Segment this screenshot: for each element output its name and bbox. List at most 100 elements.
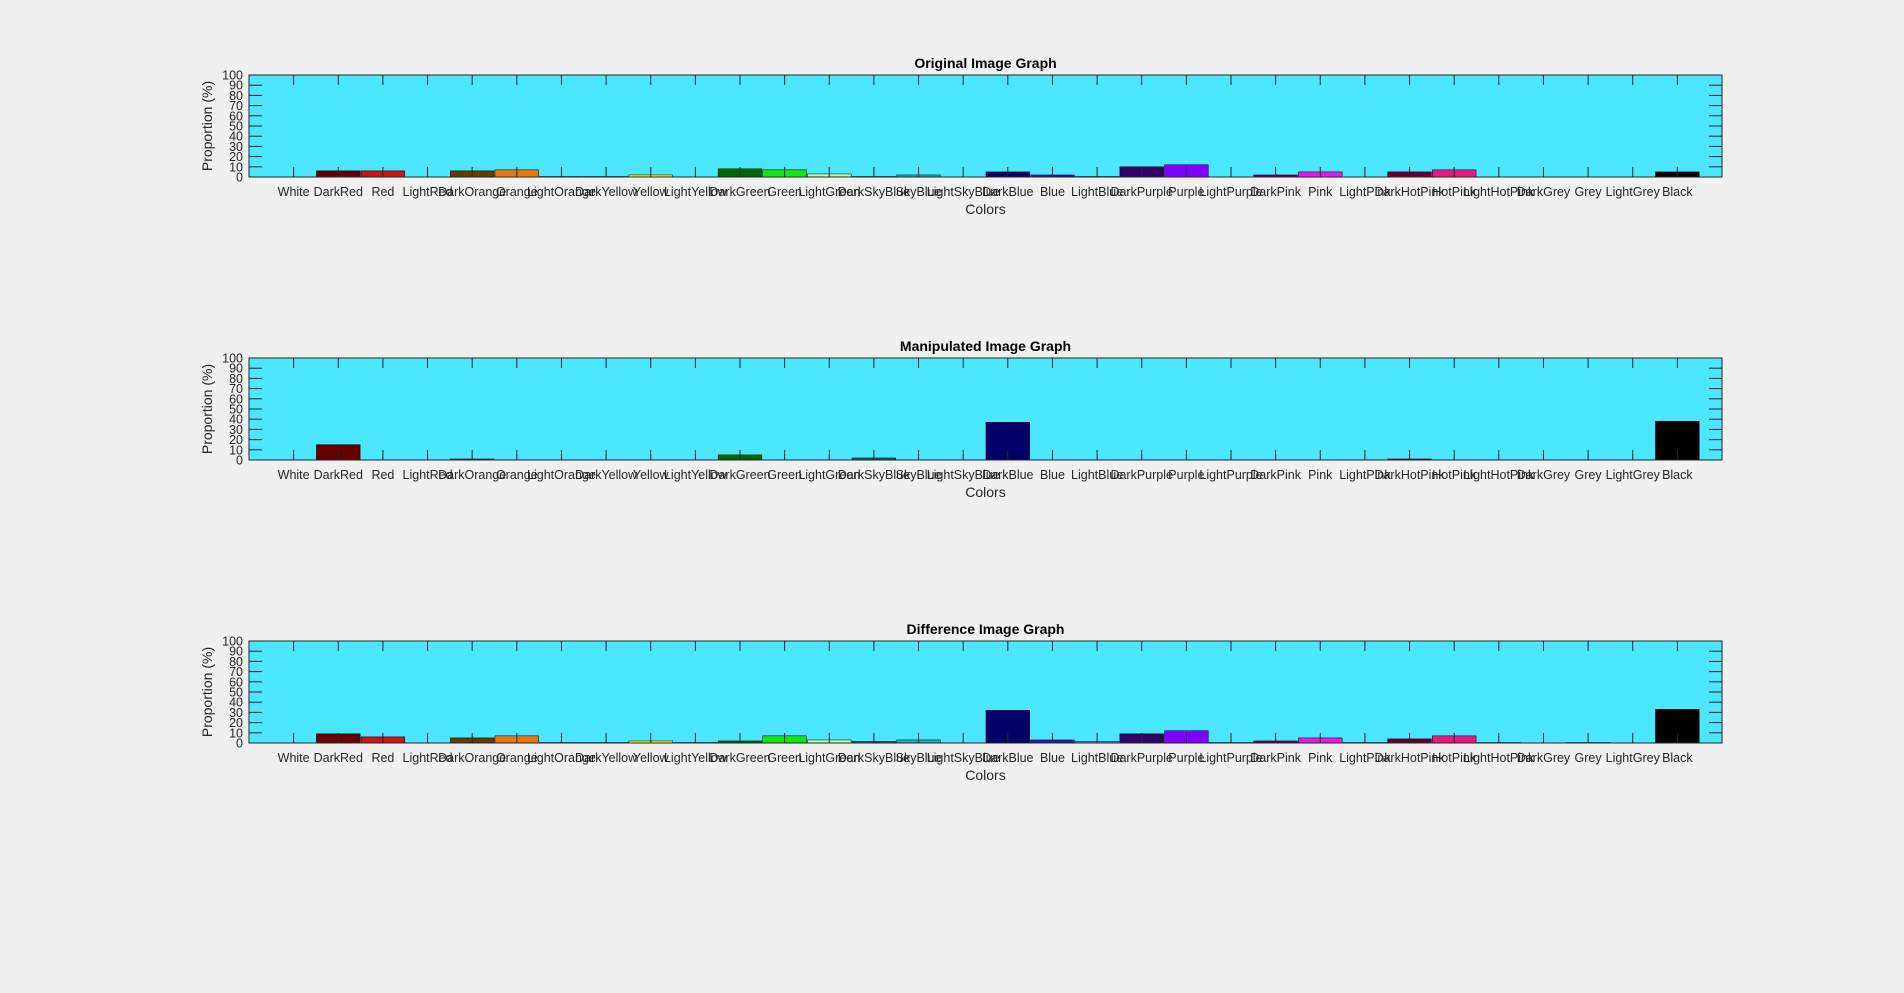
- x-tick-label: Black: [1662, 185, 1693, 199]
- y-tick-label: 50: [229, 120, 243, 134]
- y-tick-label: 60: [229, 392, 243, 406]
- y-tick-label: 80: [229, 655, 243, 669]
- x-tick-label: LightBlue: [1071, 468, 1123, 482]
- x-tick-label: Pink: [1308, 751, 1333, 765]
- x-tick-label: HotPink: [1432, 185, 1477, 199]
- y-tick-label: 30: [229, 140, 243, 154]
- x-tick-label: DarkGrey: [1517, 185, 1571, 199]
- x-tick-label: LightOrange: [527, 468, 596, 482]
- x-tick-label: DarkPurple: [1110, 185, 1173, 199]
- chart-panel-1: White DarkRed Red LightRedDarkOrangeOrangeL…: [199, 55, 1723, 217]
- x-tick-label: LightBlue: [1071, 185, 1123, 199]
- y-tick-label: 70: [229, 665, 243, 679]
- x-tick-label: LightSkyBlue: [927, 468, 1000, 482]
- chart-panel-3: White DarkRed Red LightRedDarkOrangeOrangeL…: [199, 621, 1723, 783]
- x-tick-label: LightGreen: [798, 468, 860, 482]
- x-tick-label: Green: [767, 185, 802, 199]
- y-tick-label: 90: [229, 362, 243, 376]
- y-tick-label: 10: [229, 443, 243, 457]
- y-tick-label: 0: [236, 737, 243, 751]
- x-tick-label: Blue: [1040, 468, 1065, 482]
- x-tick-label: Red: [371, 185, 394, 199]
- y-tick-label: 30: [229, 423, 243, 437]
- x-tick-label: DarkGreen: [709, 185, 770, 199]
- x-tick-label: DarkOrange: [438, 185, 506, 199]
- x-tick-label: Black: [1662, 751, 1693, 765]
- x-tick-label: Grey: [1575, 468, 1603, 482]
- x-tick-label: DarkHotPink: [1374, 751, 1445, 765]
- plot-area: [249, 358, 1722, 460]
- x-tick-label: LightPurple: [1199, 468, 1262, 482]
- y-tick-label: 80: [229, 372, 243, 386]
- x-tick-label: Grey: [1575, 185, 1603, 199]
- x-tick-label: LightRed: [403, 751, 453, 765]
- x-tick-label: Purple: [1168, 468, 1204, 482]
- x-tick-label: White: [278, 468, 310, 482]
- x-tick-label: DarkPink: [1250, 185, 1301, 199]
- y-tick-label: 100: [222, 69, 243, 83]
- x-axis-label: Colors: [965, 767, 1005, 783]
- x-tick-label: DarkRed: [314, 751, 363, 765]
- x-tick-label: DarkBlue: [982, 468, 1033, 482]
- x-tick-label: Yellow: [633, 468, 670, 482]
- x-tick-label: DarkGreen: [709, 468, 770, 482]
- x-tick-label: LightPurple: [1199, 751, 1262, 765]
- x-tick-label: Green: [767, 751, 802, 765]
- x-tick-label: DarkGrey: [1517, 751, 1571, 765]
- x-tick-label: DarkSkyBlue: [838, 751, 910, 765]
- x-tick-label: LightOrange: [527, 751, 596, 765]
- chart-panel-2: White DarkRed Red LightRedDarkOrangeOrangeL…: [199, 338, 1723, 500]
- chart-title: Difference Image Graph: [907, 621, 1065, 637]
- x-tick-label: Orange: [496, 468, 538, 482]
- x-tick-label: DarkGrey: [1517, 468, 1571, 482]
- x-tick-label: LightSkyBlue: [927, 185, 1000, 199]
- x-tick-label: DarkRed: [314, 468, 363, 482]
- y-tick-label: 70: [229, 382, 243, 396]
- x-tick-label: White: [278, 751, 310, 765]
- x-tick-label: Black: [1662, 468, 1693, 482]
- x-tick-label: LightGreen: [798, 751, 860, 765]
- y-tick-label: 90: [229, 79, 243, 93]
- x-tick-label: White: [278, 185, 310, 199]
- x-tick-label: Red: [371, 468, 394, 482]
- x-tick-label: Yellow: [633, 185, 670, 199]
- x-tick-label: DarkSkyBlue: [838, 468, 910, 482]
- x-tick-label: LightHotPink: [1463, 185, 1535, 199]
- x-tick-label: Orange: [496, 751, 538, 765]
- x-tick-label: Purple: [1168, 185, 1204, 199]
- x-tick-label: Orange: [496, 185, 538, 199]
- x-tick-label: LightBlue: [1071, 751, 1123, 765]
- x-tick-label: DarkOrange: [438, 468, 506, 482]
- x-tick-label: LightPink: [1339, 751, 1391, 765]
- x-tick-label: DarkPink: [1250, 751, 1301, 765]
- y-tick-label: 70: [229, 99, 243, 113]
- y-axis-label: Proportion (%): [199, 364, 215, 454]
- y-tick-label: 30: [229, 706, 243, 720]
- x-axis-label: Colors: [965, 484, 1005, 500]
- y-tick-label: 100: [222, 635, 243, 649]
- y-tick-label: 20: [229, 150, 243, 164]
- x-tick-label: DarkPurple: [1110, 751, 1173, 765]
- x-tick-label: LightYellow: [664, 751, 728, 765]
- x-tick-label: SkyBlue: [896, 185, 942, 199]
- plot-area: [249, 75, 1722, 177]
- x-tick-label: LightOrange: [527, 185, 596, 199]
- x-tick-label: Grey: [1575, 751, 1603, 765]
- x-tick-label: DarkYellow: [575, 185, 638, 199]
- x-tick-label: DarkHotPink: [1374, 185, 1445, 199]
- x-tick-label: DarkRed: [314, 185, 363, 199]
- y-tick-label: 60: [229, 109, 243, 123]
- y-tick-label: 90: [229, 645, 243, 659]
- y-tick-label: 40: [229, 413, 243, 427]
- plot-area: [249, 641, 1722, 743]
- x-tick-label: DarkYellow: [575, 468, 638, 482]
- x-tick-label: DarkHotPink: [1374, 468, 1445, 482]
- x-tick-label: Pink: [1308, 468, 1333, 482]
- y-tick-label: 0: [236, 171, 243, 185]
- y-tick-label: 20: [229, 433, 243, 447]
- x-tick-label: LightYellow: [664, 468, 728, 482]
- x-tick-label: LightGrey: [1606, 468, 1661, 482]
- x-tick-label: LightHotPink: [1463, 751, 1535, 765]
- x-tick-label: DarkGreen: [709, 751, 770, 765]
